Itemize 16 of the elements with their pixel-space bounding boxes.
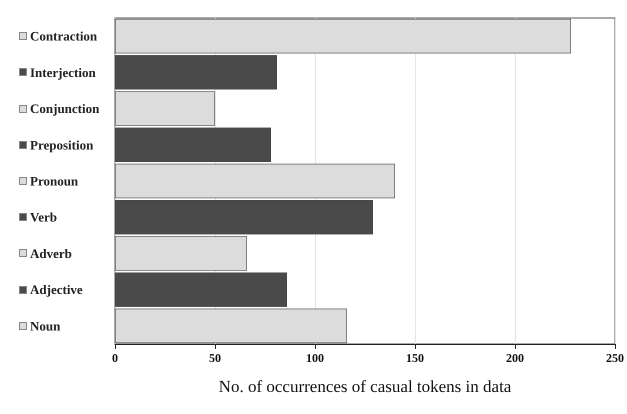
y-tick-label: Adjective bbox=[30, 282, 83, 298]
x-tick-label: 50 bbox=[209, 351, 221, 365]
y-tick-label: Conjunction bbox=[30, 101, 100, 116]
x-axis-title: No. of occurrences of casual tokens in data bbox=[218, 377, 512, 396]
y-tick-label: Pronoun bbox=[30, 174, 79, 188]
x-tick-label: 250 bbox=[606, 351, 624, 365]
y-tick-label: Preposition bbox=[30, 137, 94, 152]
x-tick-label: 200 bbox=[506, 351, 524, 365]
x-tick-label: 100 bbox=[306, 351, 324, 365]
y-tick-label: Adverb bbox=[30, 246, 72, 261]
x-tick-label: 150 bbox=[406, 351, 424, 365]
y-tick-label: Interjection bbox=[30, 64, 96, 80]
y-tick-label: Noun bbox=[30, 318, 62, 334]
y-tick-label: Verb bbox=[30, 210, 57, 225]
x-tick-label: 0 bbox=[112, 351, 118, 365]
y-tick-label: Contraction bbox=[30, 28, 98, 44]
